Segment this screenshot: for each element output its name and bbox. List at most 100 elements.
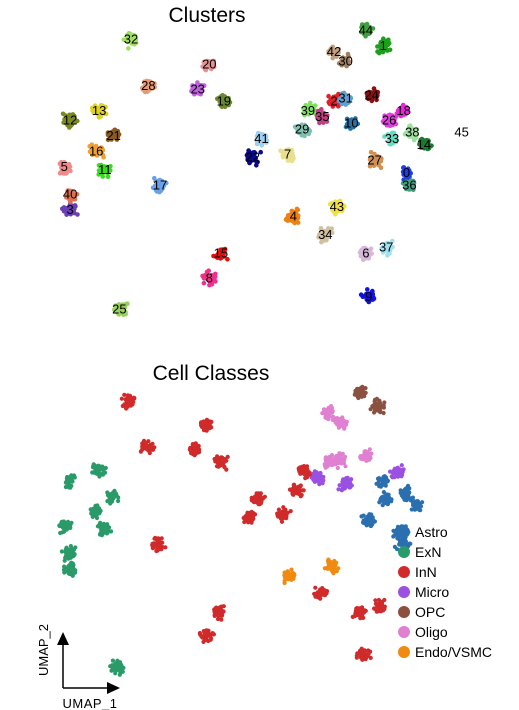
class-exn-point xyxy=(69,483,74,488)
cluster-label-9: 9 xyxy=(365,289,372,304)
class-inn-point xyxy=(122,392,127,397)
cluster-label-3: 3 xyxy=(66,202,73,217)
class-inn-point xyxy=(119,396,124,401)
cluster-label-23: 23 xyxy=(190,81,204,96)
class-inn-point xyxy=(275,513,280,518)
class-inn-point xyxy=(241,515,246,521)
class-astro-point xyxy=(400,492,405,497)
cluster-18-point xyxy=(395,108,401,113)
class-inn-point xyxy=(129,399,134,404)
cluster-12-point xyxy=(65,122,70,128)
cluster-label-39: 39 xyxy=(301,103,315,118)
class-exn-point xyxy=(99,533,105,538)
class-astro-point xyxy=(381,480,386,486)
cluster-9-point xyxy=(364,294,370,300)
class-micro-point xyxy=(318,473,323,478)
cluster-label-24: 24 xyxy=(364,88,378,103)
cluster-19-point xyxy=(215,96,220,102)
cluster-15-point xyxy=(225,256,230,262)
class-inn-point xyxy=(382,597,387,603)
class-micro-point xyxy=(312,476,317,481)
cluster-19-point xyxy=(218,99,224,104)
cluster-label-37: 37 xyxy=(379,239,393,254)
legend-label-opc: OPC xyxy=(415,604,445,620)
cluster-5-point xyxy=(57,170,63,176)
cluster-10-point xyxy=(349,117,355,122)
cluster-25-point xyxy=(123,311,128,317)
class-exn-point xyxy=(91,464,96,469)
class-endo-vsmc-point xyxy=(291,574,296,580)
class-inn-point xyxy=(280,510,285,516)
cell-classes-title: Cell Classes xyxy=(153,362,270,385)
class-oligo-point xyxy=(363,456,368,461)
cluster-2-point xyxy=(333,95,338,100)
class-inn-point xyxy=(350,614,355,620)
cluster-4-point xyxy=(290,209,296,215)
cluster-16-point xyxy=(93,152,99,157)
cluster-17-point xyxy=(157,177,163,183)
class-inn-point xyxy=(141,438,147,443)
legend-swatch-opc xyxy=(398,606,410,618)
class-endo-vsmc-point xyxy=(286,577,291,582)
class-exn-point xyxy=(108,498,113,503)
cluster-15-point xyxy=(217,250,223,256)
class-inn-point xyxy=(362,608,367,613)
class-inn-point xyxy=(203,637,208,642)
cluster-8-point xyxy=(209,273,214,279)
cluster-11-point xyxy=(98,170,104,175)
class-astro-point xyxy=(410,495,415,500)
class-inn-point xyxy=(379,601,385,607)
class-micro-point xyxy=(316,478,322,483)
class-inn-point xyxy=(124,398,129,403)
class-astro-point xyxy=(370,522,375,527)
legend-label-oligo: Oligo xyxy=(415,624,448,640)
class-inn-point xyxy=(210,631,215,636)
class-oligo-point xyxy=(330,409,335,414)
cluster-21-point xyxy=(115,131,121,137)
cluster-2-point xyxy=(326,93,331,99)
class-opc-point xyxy=(372,408,377,413)
class-inn-point xyxy=(297,465,303,470)
class-astro-point xyxy=(397,541,402,547)
cluster-20-point xyxy=(201,59,207,65)
class-inn-point xyxy=(382,605,387,610)
cluster-label-18: 18 xyxy=(396,103,410,118)
class-astro-point xyxy=(391,534,396,539)
class-inn-point xyxy=(296,491,301,496)
class-inn-point xyxy=(163,545,168,550)
cluster-label-11: 11 xyxy=(98,162,112,177)
cluster-17-point xyxy=(156,189,161,194)
class-inn-point xyxy=(192,453,197,458)
class-inn-point xyxy=(258,491,263,496)
class-exn-point xyxy=(72,473,77,478)
cluster-label-16: 16 xyxy=(89,143,103,158)
cluster-18-point xyxy=(402,110,407,116)
class-astro-point xyxy=(395,536,400,541)
class-inn-point xyxy=(150,544,155,549)
class-astro-point xyxy=(407,486,412,491)
class-inn-point xyxy=(376,606,381,611)
class-astro-point xyxy=(378,484,383,489)
cluster-3-point xyxy=(64,210,69,216)
class-exn-point xyxy=(62,558,67,563)
class-micro-point xyxy=(399,463,404,468)
cluster-label-22: 22 xyxy=(246,150,260,165)
class-inn-point xyxy=(208,636,214,641)
legend-swatch-astro xyxy=(398,526,410,538)
cluster-12-point xyxy=(61,120,66,125)
class-inn-point xyxy=(198,421,204,426)
cluster-label-12: 12 xyxy=(63,112,77,127)
class-inn-point xyxy=(139,448,144,453)
cluster-label-5: 5 xyxy=(61,159,68,174)
class-inn-point xyxy=(204,421,209,426)
cluster-23-point xyxy=(189,89,194,94)
class-exn-point xyxy=(69,572,74,577)
class-inn-point xyxy=(198,632,203,637)
class-inn-point xyxy=(215,457,220,462)
cluster-12-point xyxy=(66,116,72,122)
class-inn-point xyxy=(251,510,256,516)
class-inn-point xyxy=(199,424,204,429)
cluster-7-point xyxy=(291,155,296,161)
cluster-8-point xyxy=(200,273,205,279)
cluster-7-point xyxy=(290,150,295,156)
